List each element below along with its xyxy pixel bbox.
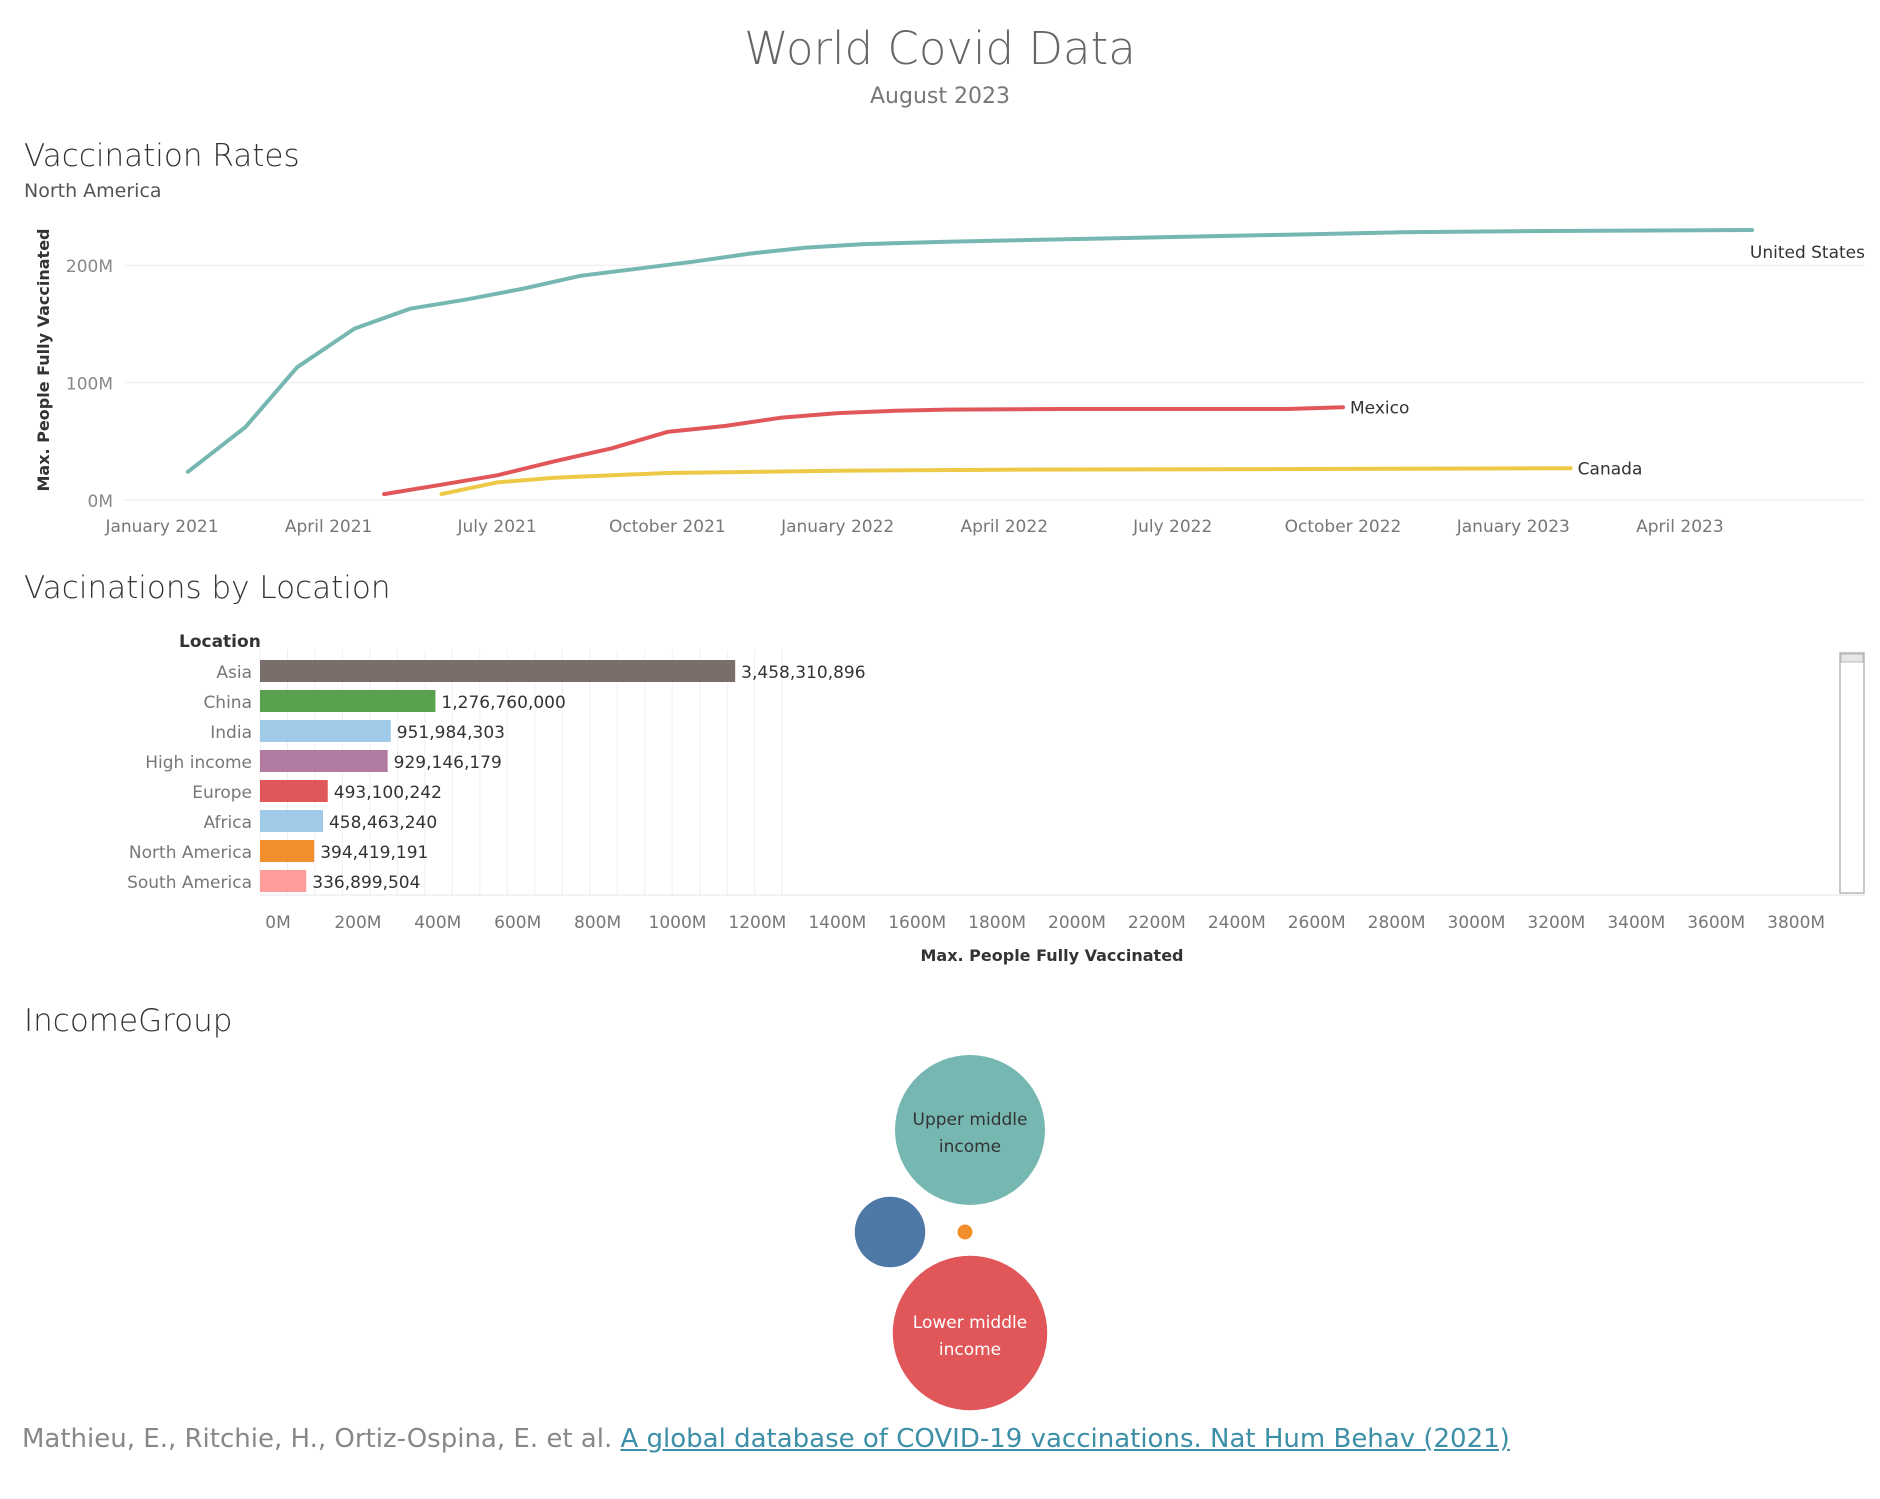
x-tick-label: 3800M (1767, 913, 1825, 933)
x-tick-label: July 2022 (1132, 517, 1212, 537)
dashboard-subtitle: August 2023 (870, 84, 1010, 109)
x-tick-label: 3000M (1448, 913, 1506, 933)
bar (260, 840, 315, 862)
x-tick-label: 0M (265, 913, 290, 933)
vaccinations-by-location-title: Vacinations by Location (24, 570, 391, 606)
y-axis-label: Max. People Fully Vaccinated (34, 228, 53, 491)
bubble (892, 1255, 1048, 1411)
dashboard-title: World Covid Data (744, 22, 1136, 75)
series-line-canada (439, 466, 1573, 497)
bar (260, 660, 736, 682)
x-tick-label: April 2021 (285, 517, 373, 537)
bar (260, 810, 323, 832)
bubble-chart: Upper middle income Lower middle income (854, 1055, 1048, 1411)
x-tick-label: July 2021 (456, 517, 536, 537)
category-header: Location (179, 632, 261, 652)
series-line-mexico (382, 405, 1345, 497)
x-tick-label: 2200M (1128, 913, 1186, 933)
bar-value-label: 493,100,242 (334, 783, 442, 803)
x-tick-label: 200M (334, 913, 381, 933)
x-tick-label: 3200M (1527, 913, 1585, 933)
scrollbar-thumb[interactable] (1840, 653, 1864, 663)
bubble-label: Upper middle (913, 1110, 1028, 1130)
x-tick-label: 1800M (968, 913, 1026, 933)
x-tick-label: April 2023 (1636, 517, 1724, 537)
y-tick-label: 100M (66, 375, 113, 395)
bar-category-label: Europe (192, 783, 252, 803)
x-tick-label: January 2021 (104, 517, 218, 537)
bar-value-label: 1,276,760,000 (441, 693, 565, 713)
x-tick-label: 800M (574, 913, 621, 933)
bubble-label: income (939, 1340, 1001, 1360)
bubble-label: income (939, 1137, 1001, 1157)
scrollbar-track[interactable] (1839, 652, 1865, 894)
x-axis-label: Max. People Fully Vaccinated (920, 946, 1183, 965)
bar-value-label: 929,146,179 (394, 753, 502, 773)
y-tick-label: 200M (66, 257, 113, 277)
bar-category-label: High income (145, 753, 252, 773)
x-tick-label: 3600M (1687, 913, 1745, 933)
bar-category-label: Africa (204, 813, 253, 833)
bar (260, 690, 436, 712)
bar-chart: 0M 200M 400M 600M 800M 1000M 1200M 1400M 1600M 18… (127, 632, 1865, 965)
series-label: Canada (1578, 459, 1643, 479)
x-tick-label: 1200M (728, 913, 786, 933)
x-tick-label: 1600M (888, 913, 946, 933)
bar-category-label: India (210, 723, 252, 743)
x-tick-label: 2600M (1288, 913, 1346, 933)
x-tick-label: 400M (414, 913, 461, 933)
x-tick-label: October 2021 (609, 517, 726, 537)
bar (260, 750, 388, 772)
vaccination-rates-subtitle: North America (24, 180, 162, 202)
series-line-united-states (185, 228, 1755, 474)
series-label: Mexico (1350, 398, 1409, 418)
bubble (854, 1196, 926, 1268)
bar (260, 720, 391, 742)
bar-category-label: China (203, 693, 252, 713)
bar (260, 870, 307, 892)
citation-link[interactable]: A global database of COVID-19 vaccinatio… (620, 1424, 1510, 1454)
citation-authors: Mathieu, E., Ritchie, H., Ortiz-Ospina, … (22, 1424, 613, 1454)
x-tick-label: October 2022 (1285, 517, 1402, 537)
bar-value-label: 336,899,504 (312, 873, 420, 893)
series-label: United States (1750, 243, 1865, 263)
bar (260, 780, 328, 802)
x-tick-label: 2000M (1048, 913, 1106, 933)
bubble-label: Lower middle (913, 1313, 1027, 1333)
bar-value-label: 951,984,303 (397, 723, 505, 743)
incomegroup-title: IncomeGroup (24, 1003, 233, 1039)
line-chart: 0M 100M 200M January 2021 April 2021 July 202… (34, 228, 1865, 537)
bar-value-label: 394,419,191 (320, 843, 428, 863)
x-tick-label: January 2023 (1456, 517, 1570, 537)
y-tick-label: 0M (88, 492, 113, 512)
x-tick-label: 3400M (1607, 913, 1665, 933)
x-tick-label: 600M (494, 913, 541, 933)
bar-value-label: 458,463,240 (329, 813, 437, 833)
bubble (957, 1224, 973, 1240)
x-tick-label: January 2022 (780, 517, 894, 537)
x-tick-label: 1000M (649, 913, 707, 933)
x-tick-label: April 2022 (960, 517, 1048, 537)
x-tick-label: 2400M (1208, 913, 1266, 933)
x-tick-label: 2800M (1368, 913, 1426, 933)
bubble (895, 1055, 1045, 1205)
x-tick-label: 1400M (808, 913, 866, 933)
bar-category-label: North America (129, 843, 252, 863)
bar-category-label: Asia (216, 663, 252, 683)
bar-value-label: 3,458,310,896 (741, 663, 865, 683)
citation: Mathieu, E., Ritchie, H., Ortiz-Ospina, … (22, 1424, 1510, 1454)
bar-category-label: South America (127, 873, 252, 893)
vaccination-rates-title: Vaccination Rates (24, 138, 300, 174)
